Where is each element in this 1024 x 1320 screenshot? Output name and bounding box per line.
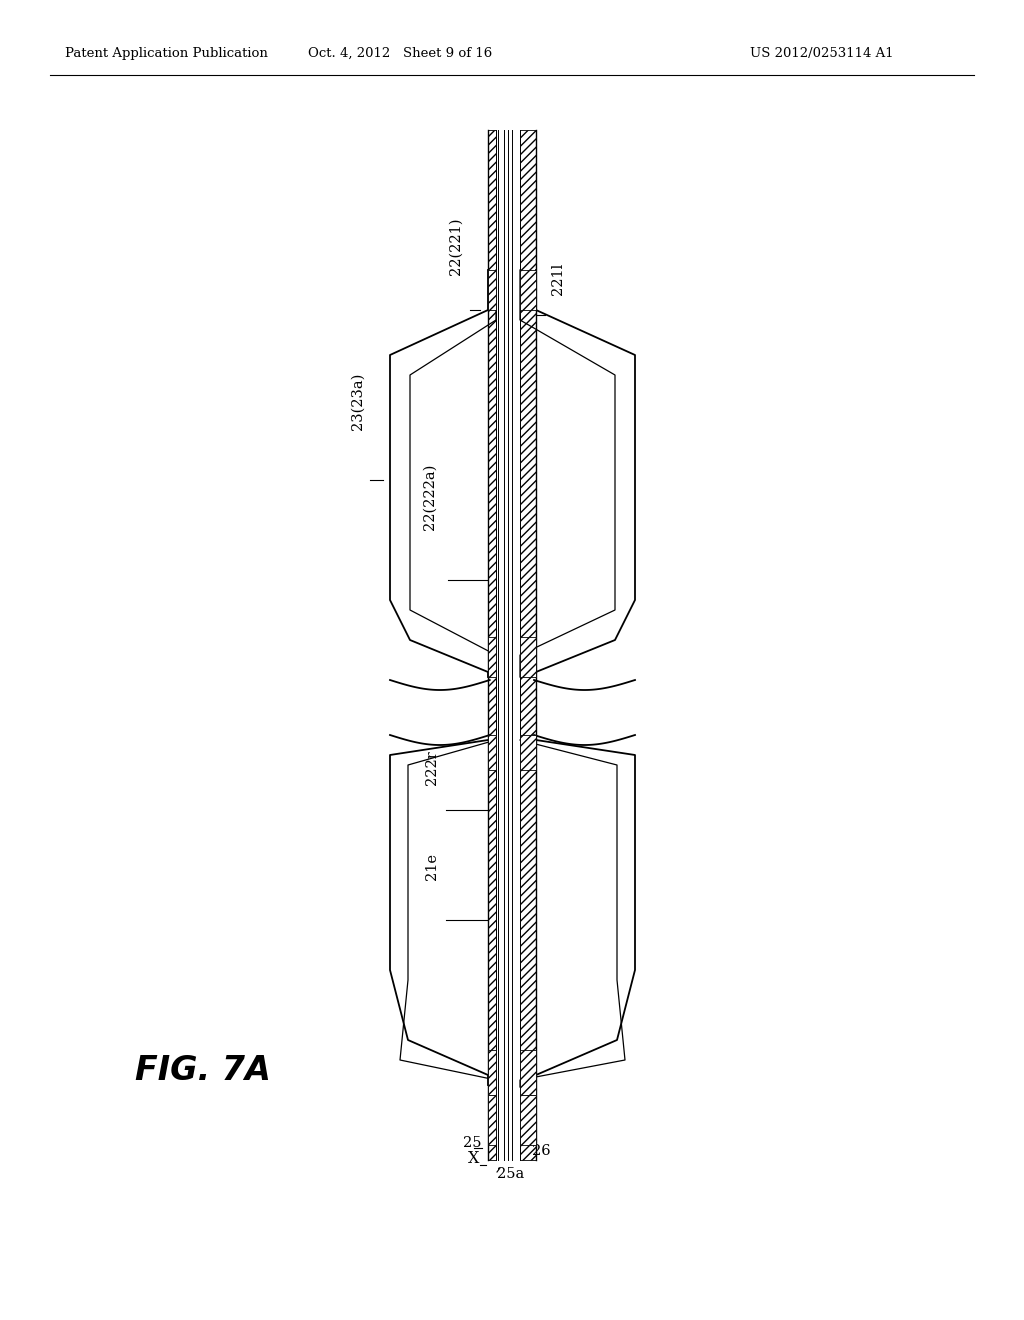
Text: 22(222a): 22(222a)	[423, 463, 437, 531]
Bar	[488, 1049, 496, 1096]
Text: FIG. 7A: FIG. 7A	[135, 1053, 271, 1086]
Bar	[520, 271, 536, 310]
Bar	[520, 1096, 536, 1144]
Bar	[520, 129, 536, 1160]
Text: 25: 25	[463, 1137, 481, 1150]
Bar	[520, 638, 536, 677]
Text: Patent Application Publication: Patent Application Publication	[65, 48, 268, 59]
Bar	[520, 735, 536, 770]
Bar	[520, 1049, 536, 1096]
Text: 25a: 25a	[497, 1167, 524, 1181]
Bar	[488, 735, 496, 770]
Text: X: X	[468, 1150, 479, 1167]
Bar	[488, 638, 496, 677]
Text: Oct. 4, 2012   Sheet 9 of 16: Oct. 4, 2012 Sheet 9 of 16	[308, 48, 493, 59]
Text: 222r: 222r	[425, 750, 439, 785]
Text: 221l: 221l	[551, 263, 565, 294]
Text: US 2012/0253114 A1: US 2012/0253114 A1	[750, 48, 894, 59]
Bar	[488, 1096, 496, 1144]
Text: 21e: 21e	[425, 853, 439, 880]
Text: 22(221): 22(221)	[449, 218, 463, 275]
Bar	[488, 129, 496, 1160]
Bar	[488, 271, 496, 310]
Text: 23(23a): 23(23a)	[351, 372, 365, 430]
Text: 26: 26	[532, 1144, 551, 1158]
